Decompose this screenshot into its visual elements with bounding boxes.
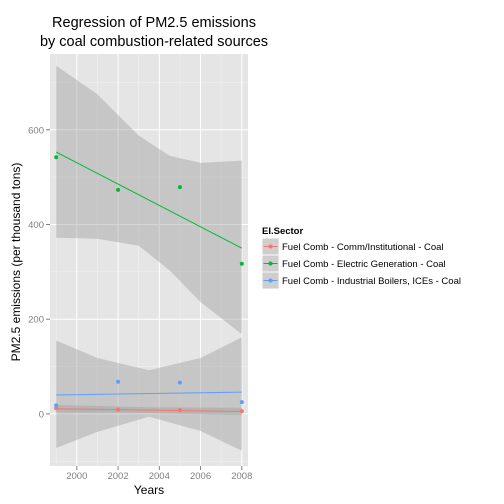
data-point-series-3 bbox=[239, 400, 244, 405]
chart-title-line-2: by coal combustion-related sources bbox=[40, 34, 268, 50]
data-point-series-2 bbox=[54, 155, 59, 160]
data-point-series-2 bbox=[177, 185, 182, 190]
x-tick-label: 2000 bbox=[66, 471, 87, 482]
y-tick-label: 400 bbox=[28, 220, 44, 231]
y-axis-title: PM2.5 emissions (per thousand tons) bbox=[9, 163, 23, 362]
chart-title-line-1: Regression of PM2.5 emissions bbox=[52, 15, 256, 31]
legend-title: EI.Sector bbox=[262, 226, 303, 237]
data-point-series-1 bbox=[54, 406, 59, 411]
regression-line-1 bbox=[56, 408, 242, 413]
plot-panel bbox=[50, 54, 248, 466]
data-point-series-3 bbox=[116, 379, 121, 384]
y-tick-label: 0 bbox=[39, 409, 44, 420]
data-point-series-1 bbox=[239, 409, 244, 414]
data-point-series-3 bbox=[54, 403, 59, 408]
legend-label-1: Fuel Comb - Comm/Institutional - Coal bbox=[282, 242, 444, 253]
data-point-series-1 bbox=[177, 408, 182, 413]
x-axis-ticks: 2000 2002 2004 2006 2008 bbox=[66, 466, 252, 482]
data-point-series-3 bbox=[177, 380, 182, 385]
x-tick-label: 2006 bbox=[190, 471, 211, 482]
y-tick-label: 200 bbox=[28, 315, 44, 326]
y-tick-label: 600 bbox=[28, 125, 44, 136]
regression-lines bbox=[55, 151, 243, 413]
y-axis-ticks: 0 200 400 600 bbox=[28, 125, 50, 420]
regression-line-2 bbox=[55, 151, 243, 249]
legend-key-point bbox=[268, 261, 273, 266]
legend: EI.Sector Fuel Comb - Comm/Institutional… bbox=[261, 226, 461, 290]
x-tick-label: 2008 bbox=[231, 471, 252, 482]
legend-label-3: Fuel Comb - Industrial Boilers, ICEs - C… bbox=[282, 276, 461, 287]
data-point-series-1 bbox=[116, 407, 121, 412]
legend-key-point bbox=[268, 244, 273, 249]
x-tick-label: 2002 bbox=[107, 471, 128, 482]
data-point-series-2 bbox=[116, 187, 121, 192]
data-points bbox=[54, 155, 244, 414]
x-axis-title: Years bbox=[134, 483, 164, 497]
plot-background bbox=[50, 54, 248, 466]
x-tick-label: 2004 bbox=[149, 471, 170, 482]
legend-key-point bbox=[268, 278, 273, 283]
regression-line-3 bbox=[56, 391, 242, 396]
data-point-series-2 bbox=[239, 261, 244, 266]
legend-label-2: Fuel Comb - Electric Generation - Coal bbox=[282, 259, 446, 270]
